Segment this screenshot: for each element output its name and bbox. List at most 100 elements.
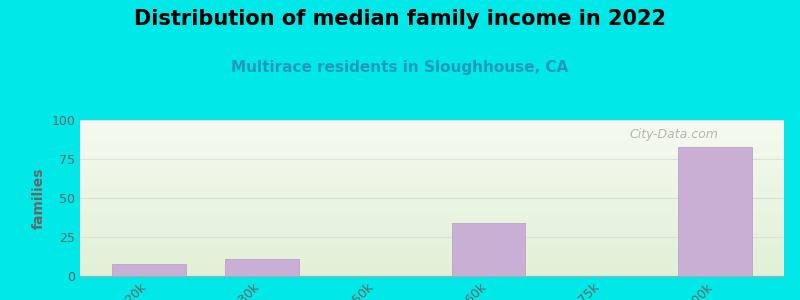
Bar (80, 162, 784, 164)
Text: Multirace residents in Sloughhouse, CA: Multirace residents in Sloughhouse, CA (231, 60, 569, 75)
Bar (80, 160, 784, 162)
Bar (80, 181, 784, 182)
Bar (80, 209, 784, 211)
Bar (80, 170, 784, 172)
Bar (80, 156, 784, 158)
Bar (80, 145, 784, 146)
Bar (80, 179, 784, 181)
Bar (80, 167, 784, 168)
Bar (80, 193, 784, 195)
Bar (80, 250, 784, 251)
Bar (80, 200, 784, 201)
Bar (80, 221, 784, 223)
Bar (80, 214, 784, 215)
Bar (80, 268, 784, 270)
Bar (80, 198, 784, 200)
Bar (80, 231, 784, 232)
Bar (80, 190, 784, 192)
Bar (80, 182, 784, 184)
Bar (80, 245, 784, 246)
Bar (80, 146, 784, 148)
Bar (80, 173, 784, 175)
Bar (80, 220, 784, 221)
Bar (80, 267, 784, 268)
Bar (80, 140, 784, 142)
Bar (80, 178, 784, 179)
Bar (80, 263, 784, 265)
Bar (80, 164, 784, 165)
Bar (80, 189, 784, 190)
Bar (80, 226, 784, 228)
Bar (80, 260, 784, 262)
Bar (80, 139, 784, 140)
Bar (80, 215, 784, 217)
Bar (80, 273, 784, 274)
Bar (80, 134, 784, 136)
Bar (80, 159, 784, 160)
Text: City-Data.com: City-Data.com (629, 128, 718, 141)
Bar (80, 129, 784, 131)
Bar (80, 133, 784, 134)
Bar (80, 131, 784, 133)
Bar (80, 271, 784, 273)
Bar (80, 237, 784, 238)
Bar (80, 217, 784, 218)
Bar (80, 229, 784, 231)
Bar (80, 251, 784, 253)
Bar (80, 195, 784, 196)
Bar (80, 203, 784, 204)
Bar (80, 274, 784, 276)
Bar (80, 236, 784, 237)
Bar (80, 207, 784, 209)
Bar (80, 122, 784, 123)
Bar (80, 151, 784, 153)
Bar (80, 158, 784, 159)
Bar (80, 128, 784, 129)
Bar (80, 187, 784, 189)
Bar (80, 240, 784, 242)
Bar (452, 223, 526, 276)
Bar (80, 242, 784, 243)
Bar (112, 263, 186, 276)
Bar (80, 165, 784, 167)
Text: Distribution of median family income in 2022: Distribution of median family income in … (134, 9, 666, 29)
Bar (80, 154, 784, 156)
Bar (80, 253, 784, 254)
Bar (80, 148, 784, 150)
Bar (80, 206, 784, 207)
Bar (80, 153, 784, 154)
Bar (80, 270, 784, 271)
Bar (80, 192, 784, 193)
Bar (678, 146, 752, 276)
Bar (80, 257, 784, 259)
Bar (80, 142, 784, 143)
Bar (80, 201, 784, 203)
Bar (80, 185, 784, 187)
Bar (80, 259, 784, 260)
Bar (80, 125, 784, 126)
Bar (80, 150, 784, 151)
Bar (80, 248, 784, 250)
Bar (80, 175, 784, 176)
Bar (80, 123, 784, 125)
Bar (80, 238, 784, 240)
Bar (80, 234, 784, 236)
Bar (80, 218, 784, 220)
Bar (80, 176, 784, 178)
Bar (80, 228, 784, 229)
Bar (80, 232, 784, 234)
Bar (80, 120, 784, 122)
Bar (80, 254, 784, 256)
Bar (80, 204, 784, 206)
Bar (80, 262, 784, 263)
Y-axis label: families: families (32, 167, 46, 229)
Bar (80, 224, 784, 226)
Bar (226, 259, 299, 276)
Bar (80, 168, 784, 170)
Bar (80, 143, 784, 145)
Bar (80, 211, 784, 212)
Bar (80, 172, 784, 173)
Bar (80, 265, 784, 267)
Bar (80, 136, 784, 137)
Bar (80, 137, 784, 139)
